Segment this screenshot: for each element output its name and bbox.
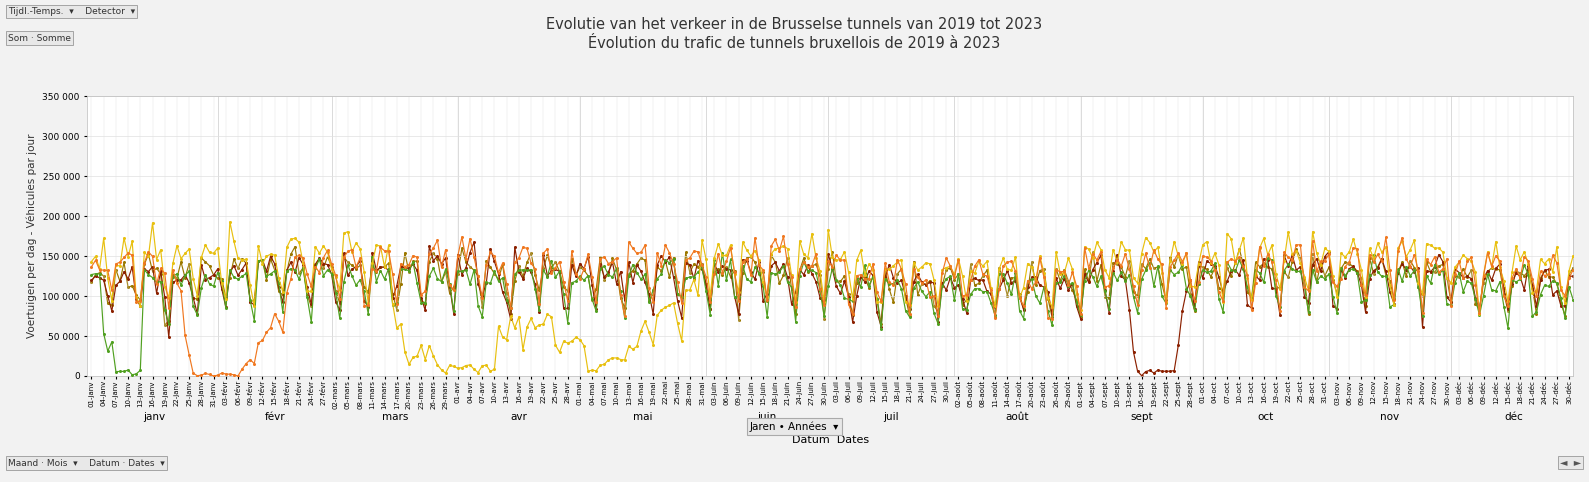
- Text: Maand · Mois  ▾    Datum · Dates  ▾: Maand · Mois ▾ Datum · Dates ▾: [8, 458, 165, 468]
- Text: juil: juil: [883, 412, 899, 422]
- Text: ◄  ►: ◄ ►: [1560, 457, 1581, 468]
- Text: août: août: [1006, 412, 1030, 422]
- Text: sept: sept: [1130, 412, 1154, 422]
- Text: mars: mars: [381, 412, 408, 422]
- Text: Evolutie van het verkeer in de Brusselse tunnels van 2019 tot 2023: Evolutie van het verkeer in de Brusselse…: [547, 17, 1042, 32]
- Text: avr: avr: [510, 412, 528, 422]
- Text: juin: juin: [758, 412, 777, 422]
- Y-axis label: Voertuigen per dag - Véhicules par jour: Voertuigen per dag - Véhicules par jour: [27, 134, 37, 338]
- Text: nov: nov: [1381, 412, 1400, 422]
- Text: janv: janv: [143, 412, 165, 422]
- Text: Jaren • Années  ▾: Jaren • Années ▾: [750, 421, 839, 432]
- Text: Datum  Dates: Datum Dates: [791, 435, 869, 445]
- Text: Évolution du trafic de tunnels bruxellois de 2019 à 2023: Évolution du trafic de tunnels bruxelloi…: [588, 36, 1001, 51]
- Text: Tijdl.-Temps.  ▾    Detector  ▾: Tijdl.-Temps. ▾ Detector ▾: [8, 7, 135, 16]
- Text: mai: mai: [634, 412, 653, 422]
- Text: févr: févr: [264, 412, 284, 422]
- Text: oct: oct: [1257, 412, 1274, 422]
- Text: Som · Somme: Som · Somme: [8, 34, 72, 43]
- Text: déc: déc: [1505, 412, 1524, 422]
